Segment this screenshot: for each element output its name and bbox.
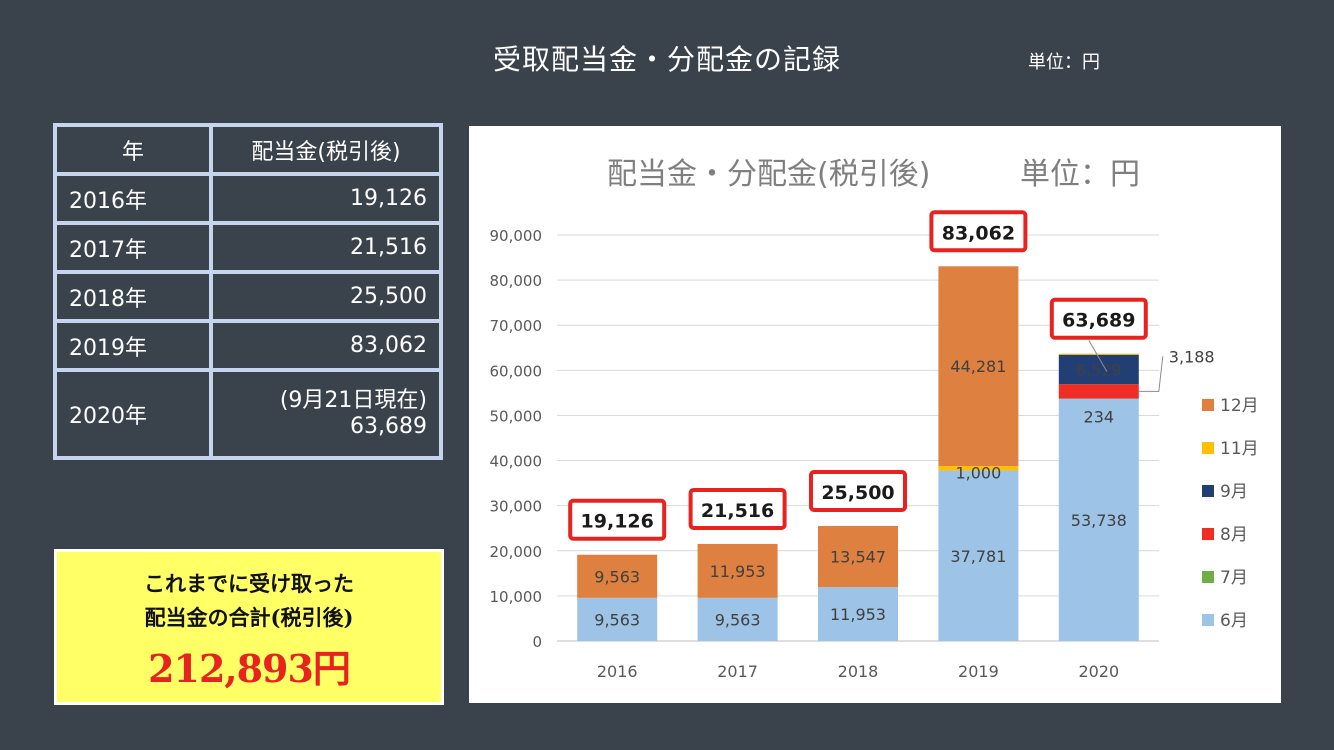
table-row: 2020年 (9月21日現在) 63,689 (53, 368, 443, 460)
x-tick-label: 2018 (838, 662, 879, 681)
y-tick-label: 90,000 (490, 227, 543, 245)
legend-swatch (1202, 571, 1214, 583)
data-label: 44,281 (950, 357, 1006, 376)
row-year: 2019年 (53, 319, 213, 372)
y-tick-label: 20,000 (490, 543, 543, 561)
row-amount: 21,516 (209, 221, 443, 274)
total-label-box (929, 210, 1028, 253)
legend-swatch (1202, 528, 1214, 540)
bar-segment (938, 466, 1019, 471)
y-tick-label: 70,000 (490, 317, 543, 335)
stacked-bar-chart: 配当金・分配金(税引後) 単位：円 0 10,000 20,000 30,000 40,00… (490, 157, 1259, 681)
row-year: 2016年 (53, 172, 213, 225)
bar-segment (1058, 353, 1139, 355)
row-amount: 63,689 (350, 414, 427, 439)
bar-segment (1058, 398, 1139, 641)
bar-segment (697, 597, 778, 641)
data-label: 6,529 (1076, 360, 1122, 379)
data-label: 3,188 (1169, 347, 1215, 366)
chart-panel: 配当金・分配金(税引後) 単位：円 0 10,000 20,000 30,000 40,00… (469, 126, 1281, 703)
row-year: 2017年 (53, 221, 213, 274)
total-label: 63,689 (1062, 310, 1135, 332)
data-label: 9,563 (594, 610, 640, 629)
header-amount: 配当金(税引後) (209, 123, 443, 176)
table-row: 2018年 25,500 (53, 270, 443, 323)
row-amount-cell: (9月21日現在) 63,689 (209, 368, 443, 460)
yearly-dividend-table: 年 配当金(税引後) 2016年 19,126 2017年 21,516 201… (53, 123, 443, 460)
row-year: 2020年 (53, 368, 213, 460)
bar-segment (938, 266, 1019, 467)
data-label: 11,953 (710, 562, 766, 581)
bar-segment (818, 525, 898, 588)
legend-label: 12月 (1220, 396, 1259, 416)
total-label-box (568, 498, 667, 541)
data-label: 13,547 (830, 548, 886, 567)
table-row: 2019年 83,062 (53, 319, 443, 372)
y-tick-label: 60,000 (490, 362, 543, 380)
bar-segment (1058, 384, 1139, 399)
table-row: 2017年 21,516 (53, 221, 443, 274)
data-label: 9,563 (594, 567, 640, 586)
total-label-box (809, 469, 907, 512)
total-label: 19,126 (581, 511, 654, 533)
x-tick-label: 2017 (717, 662, 758, 681)
leader-line (1138, 356, 1164, 392)
leader-line (1088, 340, 1108, 372)
total-label-box (688, 487, 787, 530)
legend-label: 8月 (1220, 525, 1248, 545)
x-tick-label: 2019 (958, 662, 999, 681)
legend-swatch (1202, 442, 1214, 454)
x-tick-label: 2016 (597, 662, 638, 681)
row-note: (9月21日現在) (279, 388, 427, 413)
legend-label: 9月 (1220, 482, 1248, 502)
bar-segment (577, 554, 658, 598)
row-amount: 19,126 (209, 172, 443, 225)
data-label: 11,953 (830, 605, 886, 624)
total-label-box (1049, 297, 1148, 340)
y-tick-label: 80,000 (490, 272, 543, 290)
bar-segment (1058, 354, 1139, 385)
total-label: 21,516 (701, 500, 774, 522)
data-label: 234 (1084, 408, 1115, 427)
table-row: 2016年 19,126 (53, 172, 443, 225)
x-tick-label: 2020 (1078, 662, 1119, 681)
y-tick-label: 10,000 (490, 588, 543, 606)
y-tick-label: 30,000 (490, 498, 543, 516)
table-header-row: 年 配当金(税引後) (53, 123, 443, 176)
page-title: 受取配当金・分配金の記録 (492, 43, 841, 76)
y-tick-label: 50,000 (490, 407, 543, 425)
data-label: 53,738 (1071, 511, 1127, 530)
legend-label: 6月 (1220, 611, 1248, 631)
bar-segment (818, 587, 898, 641)
bar-segment (697, 543, 778, 598)
data-label: 9,563 (715, 610, 761, 629)
row-year: 2018年 (53, 270, 213, 323)
data-label: 1,000 (955, 463, 1001, 482)
chart-title: 配当金・分配金(税引後) (607, 157, 930, 192)
row-amount: 25,500 (209, 270, 443, 323)
row-amount: 83,062 (209, 319, 443, 372)
legend-label: 11月 (1220, 439, 1259, 459)
legend-label: 7月 (1220, 568, 1248, 588)
chart-unit-label: 単位：円 (1020, 157, 1140, 192)
total-caption-line1: これまでに受け取った (144, 571, 354, 596)
unit-label: 単位：円 (1028, 52, 1100, 73)
total-caption-line2: 配当金の合計(税引後) (144, 605, 354, 630)
total-label: 83,062 (942, 222, 1015, 244)
legend-swatch (1202, 485, 1214, 497)
total-label: 25,500 (821, 482, 894, 504)
data-label: 37,781 (950, 547, 1006, 566)
legend-swatch (1202, 399, 1214, 411)
legend-swatch (1202, 614, 1214, 626)
y-tick-label: 0 (532, 633, 542, 651)
bar-segment (938, 470, 1019, 641)
total-amount: 212,893円 (148, 646, 351, 691)
y-tick-label: 40,000 (490, 453, 543, 471)
bar-segment (577, 597, 658, 641)
header-year: 年 (53, 123, 213, 176)
cumulative-total-box: これまでに受け取った 配当金の合計(税引後) 212,893円 (54, 549, 444, 705)
